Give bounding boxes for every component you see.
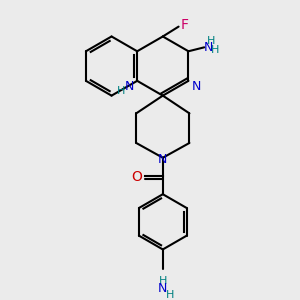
Text: O: O bbox=[131, 170, 142, 184]
Text: F: F bbox=[181, 18, 188, 32]
Text: N: N bbox=[203, 41, 213, 54]
Text: N: N bbox=[192, 80, 201, 93]
Text: N: N bbox=[124, 80, 134, 93]
Text: N: N bbox=[158, 153, 167, 166]
Text: H: H bbox=[159, 276, 167, 286]
Text: H: H bbox=[117, 86, 126, 96]
Text: H: H bbox=[166, 290, 174, 300]
Text: N: N bbox=[158, 282, 167, 296]
Text: H: H bbox=[211, 45, 219, 55]
Text: H: H bbox=[207, 36, 215, 46]
